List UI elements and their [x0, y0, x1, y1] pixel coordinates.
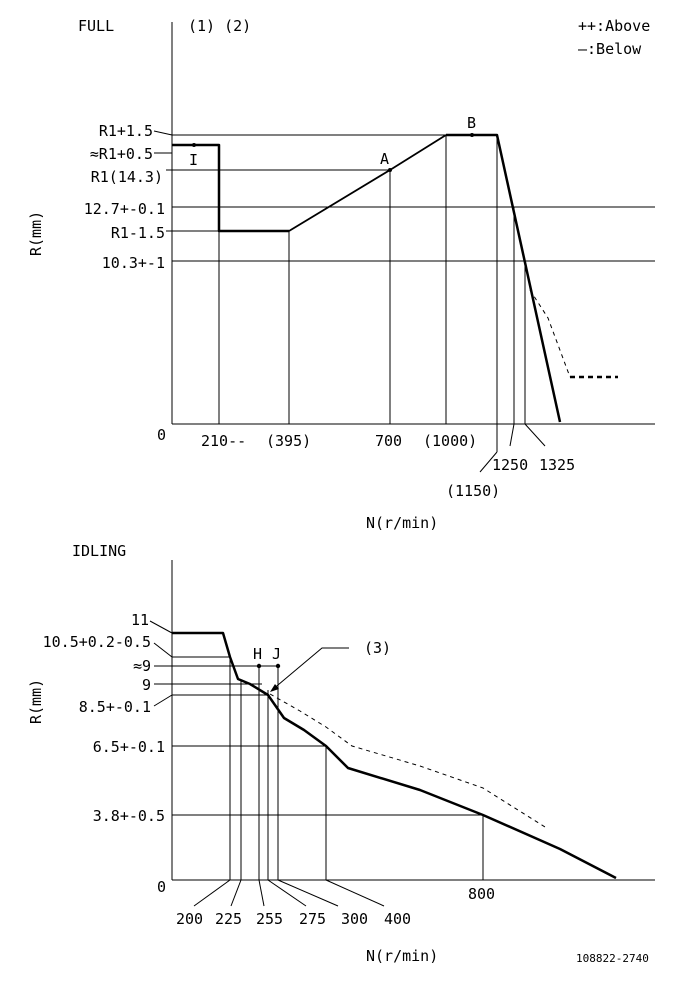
full-xlabel-1250: 1250: [492, 456, 528, 474]
full-xlabel-395: (395): [266, 432, 311, 450]
full-leader-1325: [524, 423, 546, 447]
full-ylabel-r1: R1(14.3): [91, 168, 163, 186]
idling-ylabel-9: 9: [142, 676, 151, 694]
full-point-b-marker: [470, 133, 474, 137]
full-xlabel-1325: 1325: [539, 456, 575, 474]
idling-xleader-200: [193, 879, 231, 907]
full-notes: (1) (2): [188, 17, 251, 35]
idling-ylabel-105: 10.5+0.2-0.5: [43, 633, 151, 651]
idling-xlabel-255: 255: [256, 910, 283, 928]
full-xlabel-1150: (1150): [446, 482, 500, 500]
full-point-a-marker: [388, 168, 392, 172]
full-point-b: B: [467, 114, 476, 132]
full-point-i-marker: [192, 143, 196, 147]
full-leader-1250: [509, 423, 515, 447]
idling-xlabel-200: 200: [176, 910, 203, 928]
idling-ylabel-38: 3.8+-0.5: [93, 807, 165, 825]
full-ylabel-103: 10.3+-1: [102, 254, 165, 272]
full-curve-top: [446, 133, 562, 423]
idling-ylabel-65: 6.5+-0.1: [93, 738, 165, 756]
full-ylabel-r1-minus: R1-1.5: [111, 224, 165, 242]
legend-above: ++:Above: [578, 17, 650, 35]
full-ylabel-r1-approx: ≈R1+0.5: [90, 145, 153, 163]
legend-below: —:Below: [578, 40, 642, 58]
full-ylabel-127: 12.7+-0.1: [84, 200, 165, 218]
idling-chart: IDLING H J: [27, 542, 655, 965]
doc-number: 108822-2740: [576, 952, 649, 965]
full-dashed-limit: [529, 289, 571, 378]
idling-dashed-limit: [269, 693, 546, 828]
idling-leader-11: [149, 620, 173, 634]
idling-xlabel-225: 225: [215, 910, 242, 928]
full-xlabel-axis: N(r/min): [366, 514, 438, 532]
idling-xleader-275: [267, 879, 307, 907]
idling-xleader-300: [277, 879, 339, 907]
idling-xlabel-400: 400: [384, 910, 411, 928]
idling-xlabel-275: 275: [299, 910, 326, 928]
full-chart: I A B R1+1.5 ≈R1+0.5 R1(14.3) 12.7+-0.1 …: [27, 22, 655, 532]
idling-leader-105: [153, 642, 173, 658]
full-point-i: I: [189, 151, 198, 169]
idling-callout: (3): [364, 639, 391, 657]
full-xlabel-210: 210--: [201, 432, 246, 450]
idling-point-h: H: [253, 645, 262, 663]
idling-xlabel-axis: N(r/min): [366, 947, 438, 965]
full-point-a: A: [380, 150, 389, 168]
full-leader-r1-plus: [153, 130, 173, 136]
full-ylabel-axis: R(mm): [27, 211, 45, 256]
full-leader-1150: [479, 451, 498, 473]
full-xlabel-1000: (1000): [423, 432, 477, 450]
idling-callout-arrow: [270, 684, 279, 692]
idling-ylabel-85: 8.5+-0.1: [79, 698, 151, 716]
idling-xlabel-800: 800: [468, 885, 495, 903]
idling-callout-leader: [271, 647, 349, 691]
idling-point-j-marker: [275, 663, 281, 669]
idling-xleader-225: [230, 879, 242, 907]
full-ylabel-r1-plus: R1+1.5: [99, 122, 153, 140]
idling-ylabel-11: 11: [131, 611, 149, 629]
idling-title: IDLING: [72, 542, 126, 560]
idling-xlabel-300: 300: [341, 910, 368, 928]
full-title: FULL: [78, 17, 114, 35]
idling-xleader-255: [258, 879, 265, 907]
idling-point-j: J: [272, 645, 281, 663]
idling-point-h-marker: [256, 663, 262, 669]
full-curve-rise: [288, 134, 447, 232]
idling-ylabel-9a: ≈9: [133, 657, 151, 675]
full-xlabel-700: 700: [375, 432, 402, 450]
idling-curve: [172, 631, 617, 880]
idling-xleader-400: [325, 879, 385, 907]
idling-origin: 0: [157, 878, 166, 896]
idling-leader-85: [153, 694, 173, 707]
idling-ylabel-axis: R(mm): [27, 679, 45, 724]
full-origin: 0: [157, 426, 166, 444]
